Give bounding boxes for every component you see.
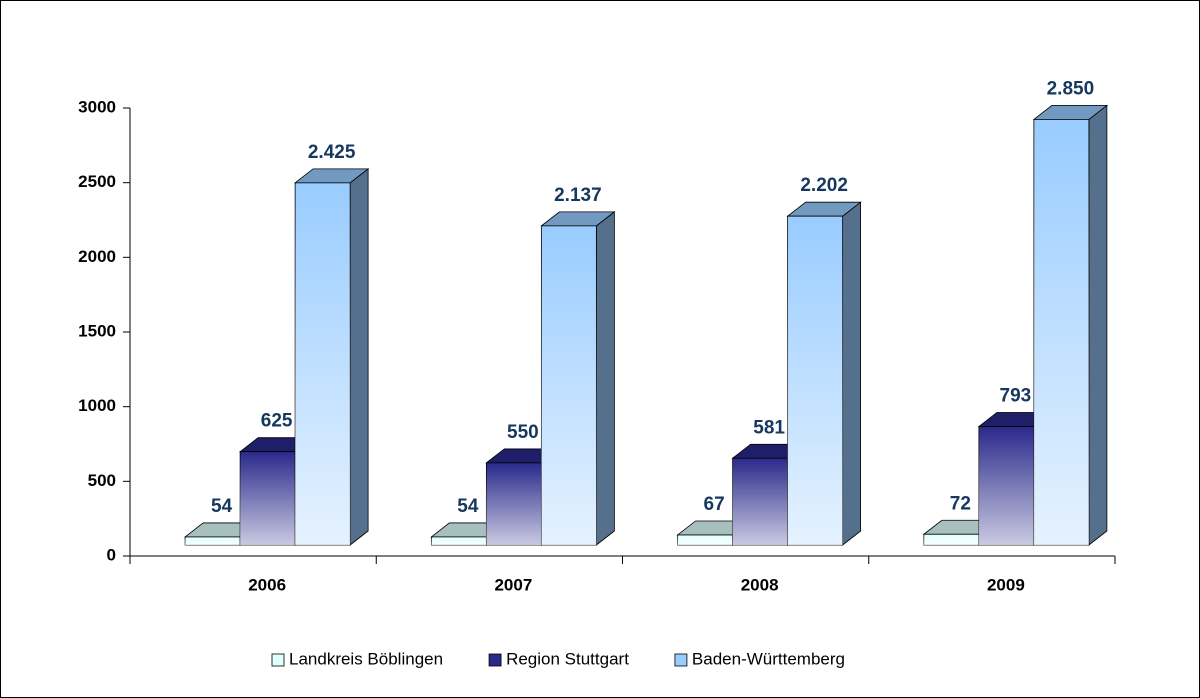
y-tick-label: 500 (88, 471, 116, 490)
bar-side-shade (842, 202, 861, 545)
value-label: 2.850 (1047, 78, 1095, 99)
bar-gradient (677, 534, 733, 545)
bar-top-shade (295, 168, 369, 183)
bar-gradient (978, 426, 1034, 545)
bar-gradient (431, 536, 487, 545)
bar-gradient (732, 458, 788, 545)
bar-gradient (295, 182, 351, 545)
bar-gradient (486, 462, 542, 545)
y-tick-label: 1500 (78, 321, 116, 340)
value-label: 54 (457, 496, 479, 517)
value-label: 2.425 (308, 142, 356, 163)
value-label: 581 (753, 417, 785, 438)
value-label: 2.137 (554, 185, 602, 206)
value-label: 625 (261, 411, 293, 432)
x-tick-label: 2008 (741, 575, 779, 594)
legend-swatch (674, 653, 688, 667)
bar-side-shade (596, 211, 615, 545)
value-label: 67 (704, 494, 725, 515)
y-tick-label: 2500 (78, 172, 116, 191)
y-tick-label: 2000 (78, 247, 116, 266)
bar-gradient (923, 534, 979, 545)
x-tick-label: 2006 (248, 575, 286, 594)
value-label: 550 (507, 422, 539, 443)
legend-swatch (271, 653, 285, 667)
value-label: 2.202 (800, 175, 848, 196)
legend-label: Landkreis Böblingen (289, 649, 443, 668)
bar-side-shade (350, 168, 369, 545)
value-label: 54 (211, 496, 233, 517)
x-tick-label: 2009 (987, 575, 1025, 594)
legend-label: Region Stuttgart (506, 649, 629, 668)
value-label: 72 (950, 493, 971, 514)
y-tick-label: 1000 (78, 396, 116, 415)
bar-top-shade (1033, 105, 1107, 120)
bar-top-shade (541, 211, 615, 226)
bar-top-shade (787, 202, 861, 217)
y-tick-label: 0 (107, 545, 116, 564)
legend-swatch (488, 653, 502, 667)
bar-gradient (787, 216, 843, 545)
legend-label: Baden-Württemberg (692, 649, 845, 668)
bar-side-shade (1088, 105, 1107, 546)
y-tick-label: 3000 (78, 97, 116, 116)
bar-gradient (240, 451, 296, 545)
bar-gradient (185, 536, 241, 545)
x-tick-label: 2007 (494, 575, 532, 594)
value-label: 793 (1000, 386, 1032, 407)
bar-gradient (1033, 119, 1089, 546)
bar-gradient (541, 225, 597, 545)
